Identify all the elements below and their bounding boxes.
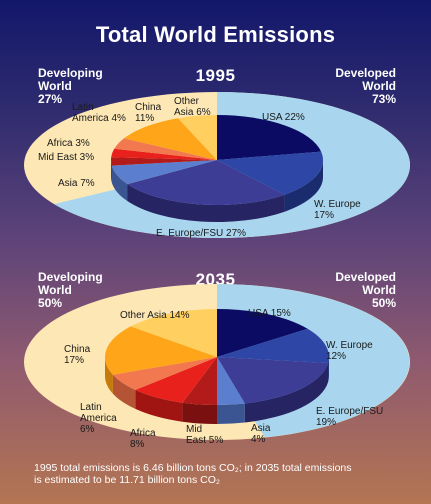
year-1995-title: 1995: [195, 66, 236, 85]
slice-side-mid-east: [110, 160, 112, 183]
developing-world-1995: Developing World 27%: [38, 67, 103, 106]
slice-label-w-europe: W. Europe 12%: [326, 340, 373, 362]
developing-world-2035: Developing World 50%: [38, 271, 103, 310]
developed-value: 50%: [371, 296, 396, 310]
slice-label-other-asia: Other Asia 6%: [174, 96, 211, 118]
slice-africa: [135, 357, 217, 403]
developed-world-2035: Developed World 50%: [335, 271, 396, 310]
slice-label-e-europe-fsu: E. Europe/FSU 27%: [156, 228, 246, 239]
slice-label-china: China 11%: [135, 102, 162, 124]
developed-label-2: World: [362, 79, 396, 93]
slice-latin-america: [114, 138, 217, 160]
slice-label-africa: Africa 8%: [130, 428, 156, 450]
slice-usa: [217, 115, 322, 160]
pie-1995: USA 22% W. Europe 17% E. Europe/FSU 27% Asia…: [24, 92, 410, 239]
footnote-line-2: is estimated to be 11.71 billion tons CO…: [34, 474, 220, 486]
footnote-line-1: 1995 total emissions is 6.46 billion ton…: [34, 462, 352, 474]
slice-other-asia: [178, 115, 217, 160]
slice-side-e-europe-fsu: [244, 363, 329, 423]
slice-africa: [111, 148, 217, 160]
slice-usa: [217, 309, 308, 357]
slice-label-w-europe: W. Europe 17%: [314, 199, 361, 221]
slice-side-africa: [135, 389, 183, 422]
slice-label-latin-america: Latin America 6%: [80, 402, 117, 435]
slice-side-latin-america: [112, 374, 136, 409]
slice-label-latin-america: Latin America 4%: [72, 102, 126, 124]
developing-label-1: Developing: [38, 66, 103, 80]
slice-label-usa: USA 22%: [262, 112, 305, 123]
slice-e-europe-fsu: [217, 357, 329, 404]
developed-world-1995: Developed World 73%: [335, 67, 396, 106]
slice-side-w-europe: [328, 357, 329, 382]
developing-label-2: World: [38, 79, 72, 93]
pie-2035: USA 15% W. Europe 12% E. Europe/FSU 19% Asia 4…: [24, 284, 410, 450]
slice-asia: [217, 357, 245, 406]
developed-value: 73%: [371, 92, 396, 106]
slice-label-asia: Asia 4%: [251, 423, 271, 445]
slice-mid-east: [110, 157, 217, 166]
slice-label-e-europe-fsu: E. Europe/FSU 19%: [316, 406, 383, 428]
slice-side-mid-east: [182, 402, 217, 425]
slice-side-asia: [111, 165, 128, 202]
slice-label-china: China 17%: [64, 344, 91, 366]
slice-label-other-asia: Other Asia 14%: [120, 310, 190, 321]
developed-label-2: World: [362, 283, 396, 297]
slice-label-africa: Africa 3%: [47, 138, 90, 149]
slice-label-asia: Asia 7%: [58, 178, 95, 189]
footnote: 1995 total emissions is 6.46 billion ton…: [34, 462, 352, 486]
developing-label-1: Developing: [38, 270, 103, 284]
slice-side-e-europe-fsu: [127, 184, 285, 223]
slice-w-europe: [217, 328, 329, 363]
slice-side-w-europe: [284, 160, 324, 212]
slice-asia: [111, 160, 217, 185]
slice-other-asia: [130, 309, 217, 357]
developed-label-1: Developed: [335, 270, 396, 284]
slice-side-asia: [217, 403, 245, 424]
slice-w-europe: [217, 151, 323, 195]
developing-value: 50%: [38, 296, 63, 310]
developed-label-1: Developed: [335, 66, 396, 80]
slice-side-china: [105, 357, 113, 394]
slice-label-mid-east: Mid East 3%: [38, 152, 94, 163]
slice-label-usa: USA 15%: [248, 308, 291, 319]
developing-value: 27%: [38, 92, 63, 106]
slice-china: [124, 118, 217, 160]
slice-label-mid-east: Mid East 5%: [186, 424, 223, 446]
slice-china: [105, 326, 217, 375]
chart-title: Total World Emissions: [95, 22, 336, 47]
slice-e-europe-fsu: [127, 160, 285, 206]
developing-label-2: World: [38, 283, 72, 297]
slice-latin-america: [112, 357, 217, 390]
slice-mid-east: [182, 357, 217, 406]
